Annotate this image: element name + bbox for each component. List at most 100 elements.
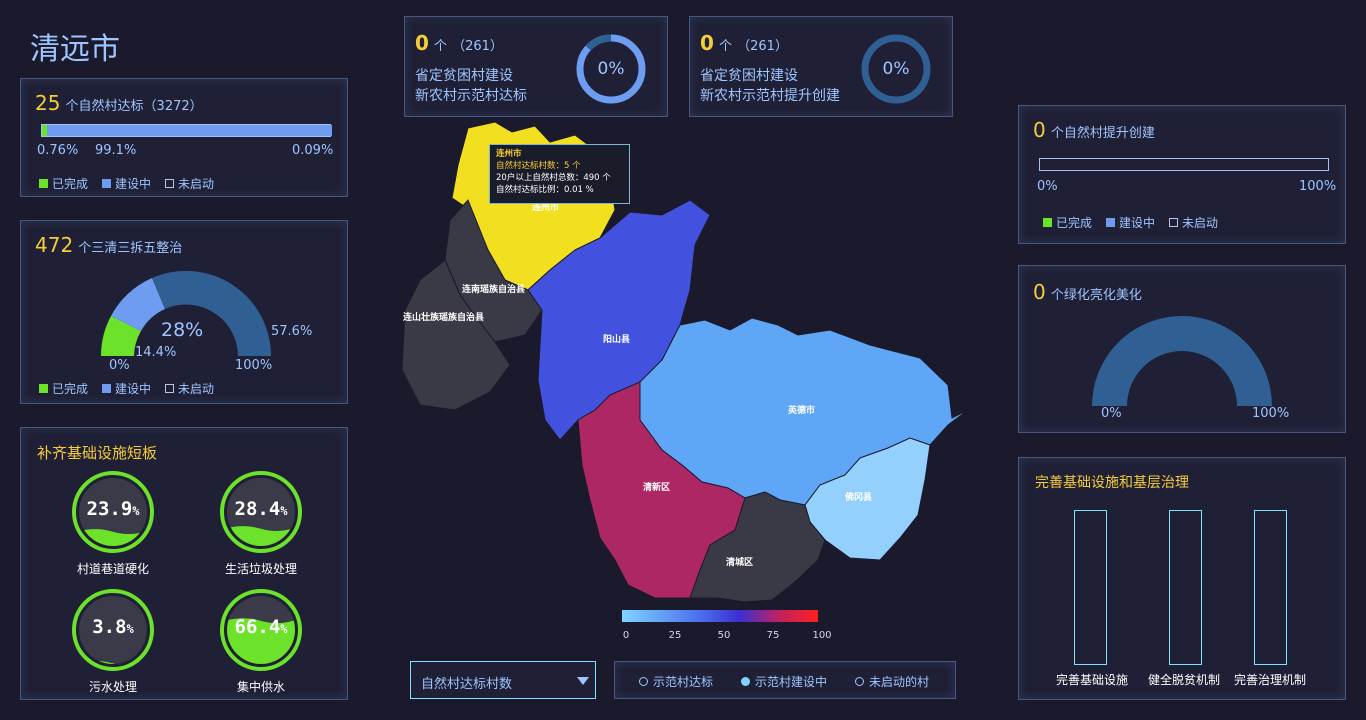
map-label-yingde: 英德市 [788,406,816,416]
infra-gauge: 28.4% [219,470,303,554]
infrastructure-panel: 补齐基础设施短板 23.9% 村道巷道硬化 28.4% 生活垃圾处理 3.8% 污水处理 6… [20,427,348,700]
progress-building-segment [47,125,333,136]
card1-count: 0 [415,31,429,55]
upgrade-count: 0 [1033,118,1046,142]
scale-tick-label: 50 [717,630,731,641]
infra-gauge-label: 污水处理 [88,680,137,694]
upgrade-progress-bar [1039,158,1329,171]
scale-tick-label: 0 [622,630,630,641]
status-legend: 已完成 建设中 未启动 [39,175,214,192]
metric-dropdown[interactable]: 自然村达标村数 [410,661,596,699]
sanqing-pct-notstarted: 57.6% [271,324,313,339]
infra-gauge: 23.9% [71,470,155,554]
sanqing-gauge [101,271,271,356]
greening-label: 个绿化亮化美化 [1050,288,1142,303]
governance-bar-label: 完善基础设施 [1055,673,1128,687]
infra-gauge-label: 生活垃圾处理 [224,562,297,576]
circle-outline-icon [855,677,865,686]
infra-gauge-label: 村道巷道硬化 [76,562,149,576]
infra-gauge-value: 66.4% [234,616,288,638]
building-swatch [1106,218,1116,227]
scale-tick-label: 25 [668,630,682,641]
map-tooltip: 连州市 自然村达标村数：5 个 20户以上自然村总数：490 个 自然村达标比例… [489,144,630,204]
card2-count: 0 [700,31,714,55]
infra-gauge-value: 28.4% [234,498,288,520]
sanqing-pct-done: 14.4% [135,345,177,360]
done-swatch [39,384,48,393]
status-legend: 已完成 建设中 未启动 [1043,214,1218,231]
card1-ring [576,34,646,104]
sanqing-label: 个三清三拆五整治 [78,241,183,256]
governance-bar [1169,510,1202,665]
map-region-qingcheng[interactable] [689,491,826,603]
dropdown-selected: 自然村达标村数 [421,677,513,692]
governance-title: 完善基础设施和基层治理 [1035,475,1189,491]
infra-gauge-value: 3.8% [92,616,134,638]
tooltip-line: 20户以上自然村总数：490 个 [496,173,611,183]
notstarted-swatch [165,384,175,393]
card2-ring [861,34,931,104]
progress-done-segment [42,125,47,136]
greening-count: 0 [1033,280,1046,304]
legend-demo-standard[interactable]: 示范村达标 [639,673,713,690]
map-label-liannan: 连南瑶族自治县 [462,285,526,295]
sanqing-center-value: 28% [161,319,204,341]
status-legend: 已完成 建设中 未启动 [39,380,214,397]
tooltip-title: 连州市 [496,149,522,159]
map-region-lianshan[interactable] [401,259,511,411]
governance-bar-label: 完善治理机制 [1233,673,1306,687]
village-progress-bar [41,124,333,137]
upgrade-panel: 0 个自然村提升创建 0% 100% 已完成 建设中 未启动 [1018,105,1346,244]
done-swatch [39,179,48,188]
infra-gauge-value: 23.9% [86,498,140,520]
building-swatch [102,384,112,393]
map-label-yangshan: 阳山县 [603,335,631,345]
village-count: 25 [35,91,61,115]
scale-tick-label: 100 [812,630,832,641]
governance-bar-label: 健全脱贫机制 [1147,673,1220,687]
circle-outline-icon [639,677,648,686]
scale-tick-label: 75 [766,630,780,641]
sanqing-max: 100% [235,358,273,373]
map-label-fogang: 佛冈县 [845,493,873,503]
qingyuan-map [401,121,969,603]
infra-gauge: 3.8% [71,588,155,672]
pct-done: 0.76% [37,143,79,158]
chevron-down-icon [577,677,589,685]
building-swatch [102,179,112,188]
map-label-qingxin: 清新区 [643,483,671,493]
map-color-scale [622,610,818,622]
notstarted-swatch [165,179,175,188]
greening-gauge [1092,316,1272,406]
circle-filled-icon [741,677,751,686]
top-card-demo-standard: 0 个 （261） 省定贫困村建设 新农村示范村达标 0% [404,16,668,117]
map-status-legend: 示范村达标 示范村建设中 未启动的村 [614,661,956,699]
map-region-liannan[interactable] [444,199,543,343]
done-swatch [1043,218,1052,227]
map-label-lianshan: 连山壮族瑶族自治县 [403,313,485,323]
governance-bar [1254,510,1287,665]
page-title: 清远市 [30,32,120,67]
greening-panel: 0 个绿化亮化美化 0% 100% [1018,265,1346,433]
governance-bar [1074,510,1107,665]
governance-panel: 完善基础设施和基层治理 完善基础设施 健全脱贫机制 完善治理机制 [1018,457,1346,700]
card2-ring-value: 0% [882,59,910,79]
sanqing-panel: 472 个三清三拆五整治 28% 0% 14.4% 57.6% 100% 已完成… [20,220,348,404]
map-region-fogang[interactable] [804,437,931,561]
notstarted-swatch [1169,218,1179,227]
infra-gauge-label: 集中供水 [236,680,285,694]
sanqing-min: 0% [109,358,130,373]
map-label-qingcheng: 清城区 [726,558,754,568]
card1-ring-value: 0% [597,59,625,79]
top-card-demo-upgrade: 0 个 （261） 省定贫困村建设 新农村示范村提升创建 0% [689,16,953,117]
legend-notstarted[interactable]: 未启动的村 [855,673,929,690]
pct-notstarted: 0.09% [292,143,334,158]
upgrade-label: 个自然村提升创建 [1050,126,1155,141]
village-label: 个自然村达标（3272） [65,99,203,114]
village-standard-panel: 25 个自然村达标（3272） 0.76% 99.1% 0.09% 已完成 建设… [20,78,348,197]
legend-demo-building[interactable]: 示范村建设中 [741,673,827,690]
pct-building: 99.1% [95,143,137,158]
infra-gauge: 66.4% [219,588,303,672]
tooltip-line: 自然村达标比例：0.01 % [496,185,594,195]
sanqing-count: 472 [35,233,74,257]
